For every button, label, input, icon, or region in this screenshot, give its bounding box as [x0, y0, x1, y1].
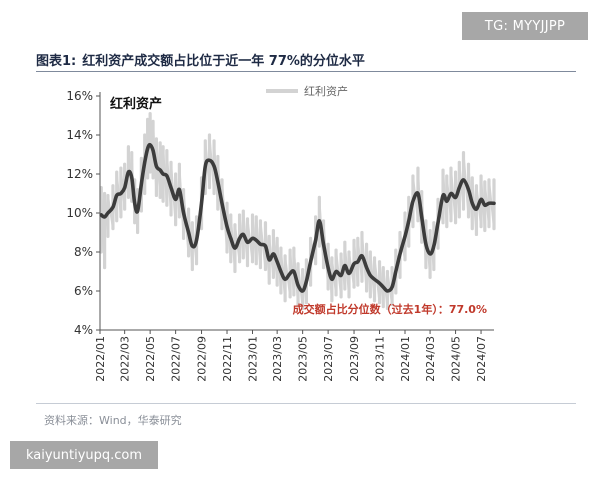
x-tick-label: 2023/11 — [374, 336, 387, 382]
x-tick-label: 2022/01 — [94, 336, 107, 382]
y-tick-label: 14% — [66, 128, 93, 142]
x-tick-label: 2024/03 — [424, 336, 437, 382]
figure-title: 图表1: 红利资产成交额占比位于近一年 77%的分位水平 — [36, 50, 580, 69]
x-tick-label: 2023/03 — [271, 336, 284, 382]
x-tick-label: 2022/03 — [119, 336, 132, 382]
x-tick-label: 2023/05 — [297, 336, 310, 382]
x-tick-label: 2024/01 — [399, 336, 412, 382]
y-tick-label: 16% — [66, 89, 93, 103]
y-tick-label: 8% — [74, 245, 93, 259]
source-rule — [36, 403, 576, 404]
axes-layer: 4% 6% 8% 10% 12% 14% 16% 2022/01 2022/03 2022/05 2… — [66, 89, 494, 382]
y-tick-label: 12% — [66, 167, 93, 181]
watermark-bottom: kaiyuntiyupq.com — [10, 441, 158, 469]
title-rule — [36, 71, 576, 72]
x-tick-label: 2024/07 — [475, 336, 488, 382]
figure-title-text: 红利资产成交额占比位于近一年 77%的分位水平 — [82, 54, 365, 69]
watermark-top: TG: MYYJJPP — [462, 12, 588, 40]
x-tick-label: 2023/07 — [322, 336, 335, 382]
line-layer — [99, 142, 496, 293]
percentile-annotation: 成交额占比分位数（过去1年）：77.0% — [293, 302, 487, 316]
x-tick-label: 2022/07 — [170, 336, 183, 382]
x-tick-label: 2023/09 — [348, 336, 361, 382]
x-tick-label: 2023/01 — [247, 336, 260, 382]
band-segment — [100, 187, 106, 268]
in-plot-label: 红利资产 — [110, 96, 162, 112]
x-tick-label: 2022/05 — [144, 336, 157, 382]
x-tick-label: 2022/11 — [221, 336, 234, 382]
legend: 红利资产 — [266, 84, 348, 98]
y-tick-label: 4% — [74, 323, 93, 337]
legend-label: 红利资产 — [304, 84, 348, 98]
y-tick-label: 6% — [74, 284, 93, 298]
source-note: 资料来源：Wind，华泰研究 — [44, 414, 182, 427]
watermark-bottom-text: kaiyuntiyupq.com — [25, 447, 143, 463]
watermark-top-text: TG: MYYJJPP — [484, 18, 566, 34]
main-series-line — [99, 142, 496, 293]
x-tick-label: 2024/05 — [450, 336, 463, 382]
y-tick-label: 10% — [66, 206, 93, 220]
x-tick-label: 2022/09 — [196, 336, 209, 382]
figure-label: 图表1: — [36, 54, 77, 69]
